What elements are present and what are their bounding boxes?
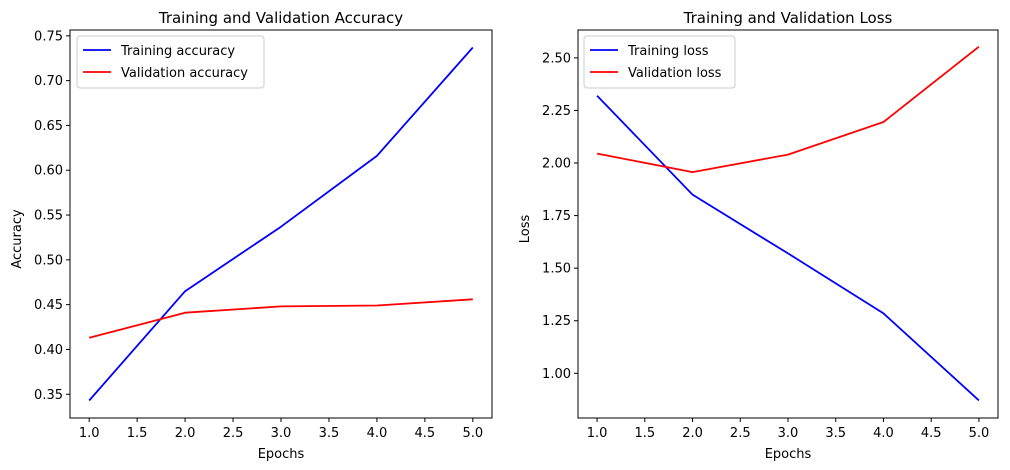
accuracy-x-tick-label: 4.5 bbox=[415, 426, 436, 441]
loss-x-tick-label: 3.5 bbox=[825, 426, 846, 441]
accuracy-series-line-training bbox=[88, 46, 474, 402]
accuracy-x-tick-label: 1.0 bbox=[79, 426, 100, 441]
loss-series-line-training bbox=[596, 95, 980, 402]
accuracy-x-tick-label: 3.0 bbox=[271, 426, 292, 441]
loss-legend-box bbox=[583, 35, 736, 89]
accuracy-y-tick-label: 0.50 bbox=[34, 253, 63, 268]
accuracy-y-tick-label: 0.70 bbox=[34, 74, 63, 89]
loss-legend: Training loss Validation loss bbox=[583, 35, 736, 89]
accuracy-y-tick-label: 0.60 bbox=[34, 164, 63, 179]
accuracy-y-tick-label: 0.55 bbox=[34, 209, 63, 224]
accuracy-chart-title: Training and Validation Accuracy bbox=[158, 9, 403, 27]
accuracy-y-tick-label: 0.75 bbox=[34, 29, 63, 44]
accuracy-legend-label-training: Training accuracy bbox=[120, 44, 235, 59]
loss-legend-label-validation: Validation loss bbox=[628, 66, 722, 81]
loss-x-tick-label: 2.0 bbox=[682, 426, 703, 441]
loss-series-line-validation bbox=[596, 45, 980, 174]
loss-chart-title: Training and Validation Loss bbox=[683, 9, 893, 27]
loss-x-tick-label: 4.5 bbox=[921, 426, 942, 441]
accuracy-x-tick-label: 2.0 bbox=[175, 426, 196, 441]
loss-y-axis-label: Loss bbox=[518, 215, 533, 244]
accuracy-x-axis-label: Epochs bbox=[258, 447, 305, 462]
loss-x-tick-label: 3.0 bbox=[778, 426, 799, 441]
accuracy-ticks: 1.0 1.5 2.0 2.5 3.0 3.5 4.0 4.5 5.0 0.35 0.40 0.45 0… bbox=[34, 29, 483, 441]
loss-y-tick-label: 1.00 bbox=[542, 367, 571, 382]
loss-plot-frame bbox=[577, 29, 999, 419]
loss-legend-label-training: Training loss bbox=[627, 44, 709, 59]
accuracy-legend: Training accuracy Validation accuracy bbox=[76, 35, 265, 89]
accuracy-x-tick-label: 4.0 bbox=[367, 426, 388, 441]
loss-y-tick-label: 2.25 bbox=[542, 104, 571, 119]
loss-x-tick-label: 1.0 bbox=[587, 426, 608, 441]
loss-y-tick-label: 1.75 bbox=[542, 209, 571, 224]
loss-y-tick-label: 2.50 bbox=[542, 51, 571, 66]
loss-x-tick-label: 5.0 bbox=[969, 426, 990, 441]
accuracy-series-line-validation bbox=[88, 298, 473, 339]
accuracy-y-tick-label: 0.40 bbox=[34, 343, 63, 358]
accuracy-legend-label-validation: Validation accuracy bbox=[121, 66, 248, 81]
loss-x-axis-label: Epochs bbox=[765, 447, 812, 462]
accuracy-x-tick-label: 1.5 bbox=[127, 426, 148, 441]
accuracy-x-tick-label: 2.5 bbox=[223, 426, 244, 441]
accuracy-y-tick-label: 0.65 bbox=[34, 119, 63, 134]
accuracy-x-tick-label: 3.5 bbox=[319, 426, 340, 441]
accuracy-plot-frame bbox=[69, 29, 493, 419]
accuracy-series-lines bbox=[88, 46, 474, 402]
loss-x-tick-label: 2.5 bbox=[730, 426, 751, 441]
loss-y-tick-label: 2.00 bbox=[542, 157, 571, 172]
loss-chart: Training and Validation Loss Epochs Loss… bbox=[518, 9, 999, 462]
accuracy-y-axis-label: Accuracy bbox=[10, 209, 25, 269]
accuracy-y-tick-label: 0.45 bbox=[34, 298, 63, 313]
loss-x-tick-label: 1.5 bbox=[634, 426, 655, 441]
loss-y-tick-label: 1.50 bbox=[542, 262, 571, 277]
accuracy-legend-box bbox=[76, 35, 265, 89]
loss-y-tick-label: 1.25 bbox=[542, 314, 571, 329]
accuracy-x-tick-label: 5.0 bbox=[462, 426, 483, 441]
loss-series-lines bbox=[596, 45, 980, 402]
accuracy-chart: Training and Validation Accuracy Epochs … bbox=[10, 9, 493, 462]
loss-x-tick-label: 4.0 bbox=[873, 426, 894, 441]
loss-ticks: 1.0 1.5 2.0 2.5 3.0 3.5 4.0 4.5 5.0 1.00 1.25 1.50 1… bbox=[542, 51, 989, 441]
accuracy-y-tick-label: 0.35 bbox=[34, 388, 63, 403]
